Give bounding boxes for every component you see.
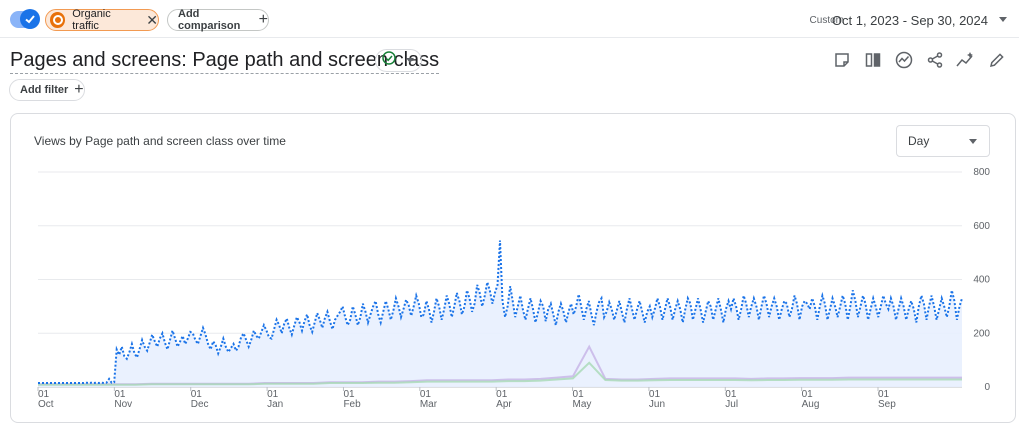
x-tick-day: 01	[38, 389, 50, 400]
insights-icon[interactable]	[893, 49, 915, 71]
share-icon[interactable]	[924, 49, 946, 71]
granularity-value: Day	[908, 134, 930, 148]
x-tick-month: Jul	[725, 399, 738, 409]
chart-title: Views by Page path and screen class over…	[34, 134, 286, 148]
x-tick-month: Sep	[878, 399, 896, 409]
organic-traffic-label: Organic traffic	[72, 8, 111, 32]
data-quality-button[interactable]	[375, 49, 422, 72]
x-tick-month: Nov	[114, 399, 132, 409]
compare-columns-icon[interactable]	[862, 49, 884, 71]
range-type-label: Custom	[809, 15, 844, 26]
page-title[interactable]: Pages and screens: Page path and screen …	[10, 49, 440, 74]
y-tick-label: 0	[984, 382, 990, 393]
comparison-toggle[interactable]	[10, 9, 40, 29]
trend-sparkle-icon[interactable]	[955, 49, 977, 71]
granularity-select[interactable]: Day	[896, 125, 990, 157]
checkmark-icon	[20, 9, 40, 29]
x-tick-day: 01	[878, 389, 890, 400]
divider	[0, 37, 1019, 38]
close-icon[interactable]: ✕	[146, 12, 158, 28]
line-chart: 800600400200001Oct01Nov01Dec01Jan01Feb01…	[37, 167, 990, 409]
x-tick-day: 01	[267, 389, 279, 400]
plus-icon: +	[74, 81, 84, 98]
y-tick-label: 800	[973, 167, 990, 178]
x-tick-month: Apr	[496, 399, 512, 409]
y-tick-label: 600	[973, 221, 990, 232]
add-filter-label: Add filter	[20, 84, 69, 96]
x-tick-month: Jun	[649, 399, 665, 409]
add-filter-button[interactable]: Add filter +	[9, 79, 85, 101]
x-tick-month: Oct	[38, 399, 54, 409]
x-tick-day: 01	[802, 389, 814, 400]
x-tick-day: 01	[573, 389, 585, 400]
insights-note-icon[interactable]	[831, 49, 853, 71]
series-line-secondary	[38, 361, 962, 386]
x-tick-day: 01	[191, 389, 203, 400]
x-tick-month: Jan	[267, 399, 283, 409]
x-tick-day: 01	[420, 389, 432, 400]
check-circle-icon	[382, 51, 396, 70]
x-tick-month: Feb	[343, 399, 361, 409]
date-range-picker[interactable]: Oct 1, 2023 - Sep 30, 2024	[831, 13, 988, 28]
x-tick-day: 01	[343, 389, 355, 400]
y-tick-label: 400	[973, 275, 990, 286]
organic-traffic-chip[interactable]: Organic traffic ✕	[45, 8, 159, 32]
plus-icon: +	[258, 11, 268, 28]
chevron-down-icon[interactable]	[999, 17, 1007, 22]
chevron-down-icon	[406, 58, 414, 63]
x-tick-month: Aug	[802, 399, 820, 409]
x-tick-day: 01	[496, 389, 508, 400]
series-area	[38, 240, 962, 387]
segment-dot-icon	[50, 12, 66, 28]
x-tick-month: May	[573, 399, 592, 409]
y-tick-label: 200	[973, 328, 990, 339]
x-tick-day: 01	[649, 389, 661, 400]
x-tick-day: 01	[725, 389, 737, 400]
chevron-down-icon	[969, 138, 977, 144]
series-line-main	[38, 240, 963, 385]
x-tick-month: Dec	[191, 399, 209, 409]
add-comparison-label: Add comparison	[178, 8, 241, 32]
x-tick-month: Mar	[420, 399, 438, 409]
add-comparison-button[interactable]: Add comparison +	[167, 8, 269, 32]
x-tick-day: 01	[114, 389, 126, 400]
edit-pencil-icon[interactable]	[986, 49, 1008, 71]
